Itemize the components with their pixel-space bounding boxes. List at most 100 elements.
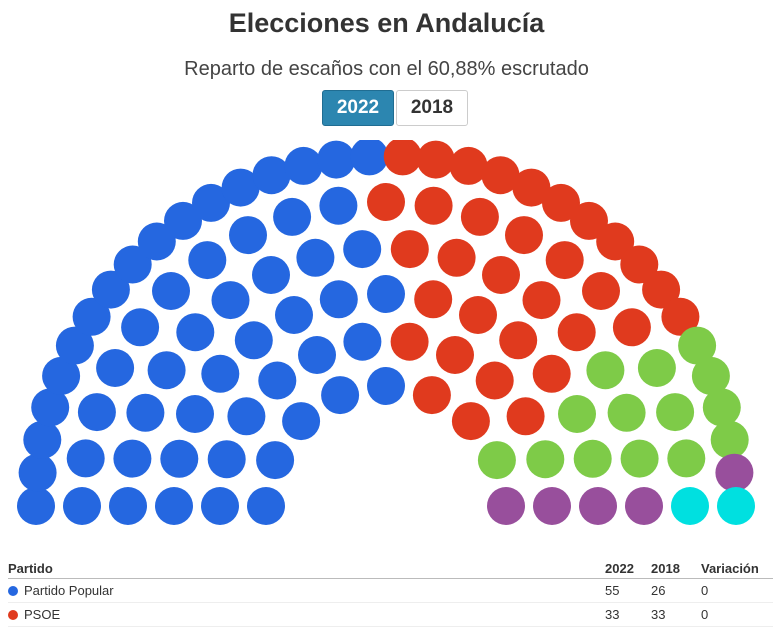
year-2018-button[interactable]: 2018 <box>396 90 468 126</box>
seat-dot <box>451 402 490 441</box>
seat-dot <box>390 230 429 269</box>
seat-dot <box>671 487 709 525</box>
hemicycle-chart <box>17 140 755 525</box>
table-row: PSOE 33 33 0 <box>8 603 773 627</box>
seat-dot <box>412 376 451 415</box>
seat-dot <box>77 393 116 432</box>
seat-dot <box>579 487 617 525</box>
seat-dot <box>414 186 453 225</box>
seat-dot <box>126 393 165 432</box>
chart-subtitle: Reparto de escaños con el 60,88% escruta… <box>184 58 589 80</box>
seat-dot <box>319 186 358 225</box>
seat-dot <box>526 440 565 479</box>
seat-dot <box>620 245 659 284</box>
seat-dot <box>522 281 561 320</box>
seat-dot <box>710 420 749 459</box>
seat-dot <box>155 487 193 525</box>
seat-dot <box>188 241 227 280</box>
seat-dot <box>55 326 94 365</box>
seat-dot <box>582 272 620 310</box>
seat-dot <box>612 308 651 347</box>
seat-dot <box>481 156 520 195</box>
seat-dot <box>416 140 455 179</box>
seat-dot <box>147 351 186 390</box>
seats-variation: 0 <box>701 583 709 598</box>
seat-dot <box>449 146 488 185</box>
seat-dot <box>296 238 335 277</box>
party-name: PSOE <box>24 607 61 622</box>
seat-dot <box>625 487 663 525</box>
seat-dot <box>317 140 356 179</box>
seat-dot <box>390 322 429 361</box>
pp-color-dot <box>8 585 18 596</box>
table-header: Partido 2022 2018 Variación <box>8 558 773 579</box>
seat-dot <box>207 440 246 479</box>
seat-dot <box>620 439 659 478</box>
seat-dot <box>637 349 676 387</box>
party-name: Partido Popular <box>24 583 114 598</box>
header-variation: Variación <box>701 560 759 576</box>
seat-dot <box>252 256 290 294</box>
seat-dot <box>383 140 422 176</box>
seat-dot <box>499 321 538 360</box>
seat-dot <box>343 230 382 269</box>
seat-dot <box>137 222 176 261</box>
seat-dot <box>367 367 405 405</box>
seat-dot <box>505 216 543 255</box>
seat-dot <box>596 222 635 261</box>
seat-dot <box>661 297 700 336</box>
seat-dot <box>533 487 571 525</box>
seat-dot <box>475 361 514 400</box>
seat-dot <box>227 397 266 436</box>
seat-dot <box>152 272 190 310</box>
seat-dot <box>42 356 81 395</box>
seat-dot <box>164 201 202 240</box>
header-2018: 2018 <box>651 560 680 576</box>
seat-dot <box>176 395 214 433</box>
seats-2018: 26 <box>651 583 666 598</box>
seat-dot <box>284 146 323 185</box>
seat-dot <box>343 322 382 361</box>
seat-dot <box>298 336 336 374</box>
seat-dot <box>586 351 625 390</box>
seat-dot <box>656 393 695 432</box>
seat-dot <box>678 326 717 365</box>
seat-dot <box>176 313 215 352</box>
seat-dot <box>607 393 646 432</box>
seat-dot <box>23 420 62 459</box>
seat-dot <box>121 308 160 347</box>
seats-2022: 55 <box>605 583 620 598</box>
seat-dot <box>160 439 199 478</box>
seat-dot <box>211 281 250 320</box>
seat-dot <box>96 349 135 387</box>
seat-dot <box>459 296 497 334</box>
seat-dot <box>512 168 551 207</box>
seat-dot <box>113 245 152 284</box>
seat-dot <box>642 270 681 309</box>
seat-dot <box>506 397 545 436</box>
seat-dot <box>273 197 312 236</box>
seats-2018: 33 <box>651 607 666 622</box>
seat-dot <box>192 183 230 222</box>
seat-dot <box>482 256 520 294</box>
seat-dot <box>221 168 260 207</box>
seat-dot <box>573 439 612 478</box>
seat-dot <box>570 201 608 240</box>
seat-dot <box>437 238 476 277</box>
seat-dot <box>252 156 291 195</box>
seat-dot <box>282 402 321 441</box>
seat-dot <box>66 439 105 478</box>
seat-dot <box>532 354 571 393</box>
seat-dot <box>367 183 405 221</box>
seat-dot <box>17 487 55 525</box>
seat-dot <box>201 487 239 525</box>
seat-dot <box>558 395 596 433</box>
seat-dot <box>702 388 741 427</box>
seat-dot <box>717 487 755 525</box>
seat-dot <box>477 441 516 480</box>
seat-dot <box>109 487 147 525</box>
seat-dot <box>460 197 499 236</box>
psoe-color-dot <box>8 609 18 620</box>
seat-dot <box>275 296 313 334</box>
year-2022-button[interactable]: 2022 <box>322 90 394 126</box>
